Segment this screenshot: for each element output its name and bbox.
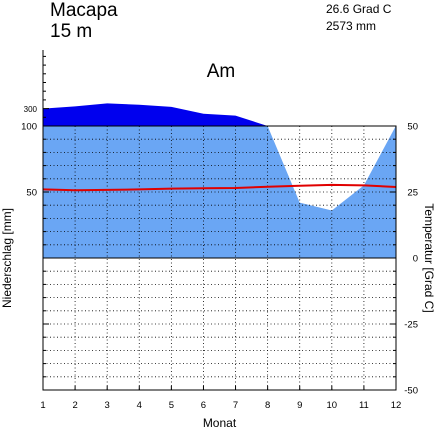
left-axis-label: Niederschlag [mm]	[0, 208, 14, 308]
axis-ticks	[42, 55, 397, 391]
right-tick-label: -50	[404, 386, 418, 397]
x-tick-label: 5	[169, 400, 174, 411]
right-tick-label: -25	[404, 320, 418, 331]
station-name: Macapa	[50, 0, 118, 21]
x-tick-label: 6	[201, 400, 206, 411]
x-tick-label: 12	[391, 400, 402, 411]
right-tick-label: 25	[407, 188, 418, 199]
precipitation-area	[43, 126, 396, 258]
right-axis-label: Temperatur [Grad C]	[422, 203, 436, 312]
precipitation-areas	[43, 103, 396, 258]
x-tick-label: 4	[137, 400, 142, 411]
x-axis-label: Monat	[203, 416, 237, 430]
x-tick-label: 11	[359, 400, 369, 411]
climate-class-label: Am	[207, 61, 236, 82]
x-tick-label: 2	[72, 400, 77, 411]
grid-lines	[43, 126, 396, 390]
temperature-series	[42, 183, 397, 192]
left-tick-label: 100	[21, 122, 37, 133]
temperature-line	[42, 183, 397, 192]
left-tick-label: 50	[26, 188, 37, 199]
left-tick-label: 300	[24, 105, 38, 114]
precipitation-excess-area	[43, 103, 396, 126]
x-tick-label: 10	[327, 400, 338, 411]
mean-temperature: 26.6 Grad C	[326, 2, 392, 16]
x-tick-label: 1	[40, 400, 45, 411]
x-tick-label: 7	[233, 400, 238, 411]
right-tick-label: 50	[407, 122, 418, 133]
right-tick-label: 0	[413, 254, 418, 265]
x-tick-label: 9	[297, 400, 302, 411]
annual-precipitation: 2573 mm	[326, 19, 377, 33]
x-tick-label: 8	[265, 400, 270, 411]
x-tick-label: 3	[105, 400, 110, 411]
station-elevation: 15 m	[50, 21, 93, 42]
